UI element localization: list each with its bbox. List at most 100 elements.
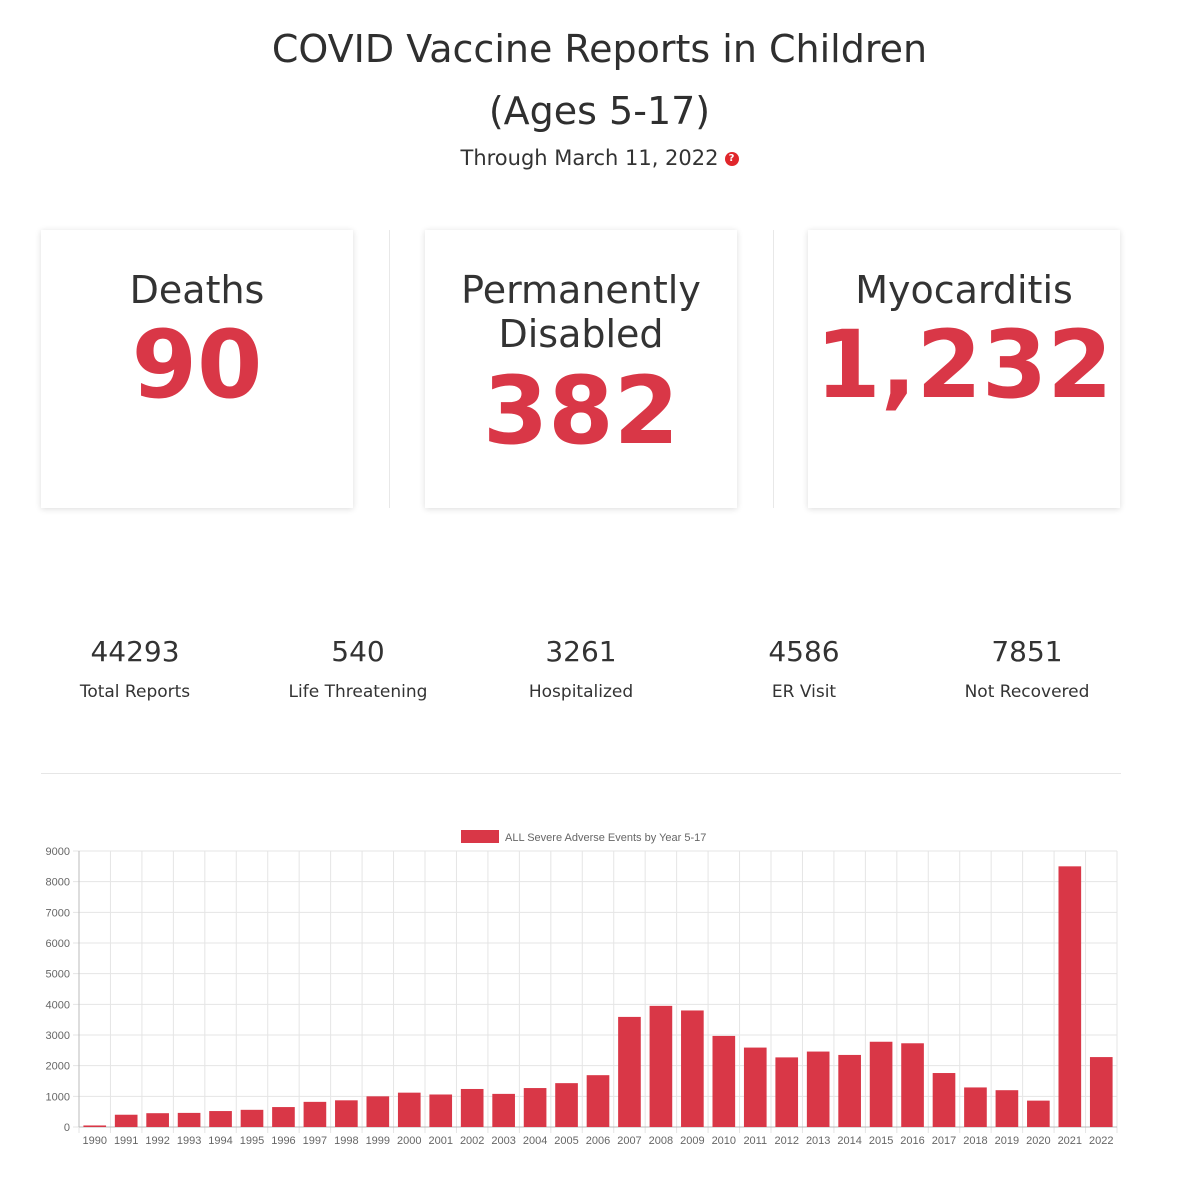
bar-1997	[303, 1101, 327, 1127]
card-label: Permanently	[461, 268, 701, 312]
y-tick-label: 6000	[46, 938, 70, 950]
bar-2019	[995, 1090, 1019, 1127]
card-value: 1,232	[815, 311, 1113, 420]
myocarditis-card: Myocarditis 1,232	[808, 230, 1120, 508]
disabled-card: Permanently Disabled 382	[425, 230, 737, 508]
x-tick-label: 2006	[586, 1135, 610, 1147]
stat-label: Total Reports	[79, 682, 191, 702]
x-tick-label: 2013	[806, 1135, 830, 1147]
x-tick-label: 1999	[366, 1135, 390, 1147]
x-tick-label: 2005	[554, 1135, 578, 1147]
card-label: Myocarditis	[855, 268, 1073, 312]
severe-events-bar-chart: 0 1000 2000 3000 4000 5000 6000 7000 8000 9000 199…	[46, 830, 1118, 1147]
bar-1998	[335, 1100, 358, 1127]
x-tick-label: 1995	[240, 1135, 264, 1147]
bar-1993	[177, 1112, 201, 1127]
bar-2008	[649, 1005, 673, 1127]
stat-label: Not Recovered	[964, 682, 1090, 702]
x-tick-label: 1992	[145, 1135, 169, 1147]
card-value: 382	[482, 357, 680, 466]
x-tick-label: 2019	[995, 1135, 1019, 1147]
x-tick-label: 2014	[837, 1135, 861, 1147]
y-tick-label: 0	[64, 1122, 70, 1134]
bar-2015	[869, 1041, 893, 1127]
bar-1992	[146, 1113, 169, 1127]
y-tick-label: 5000	[46, 969, 70, 981]
page-title: COVID Vaccine Reports in Children (Ages …	[0, 18, 1199, 142]
x-tick-label: 2018	[963, 1135, 987, 1147]
x-tick-label: 2004	[523, 1135, 547, 1147]
card-divider	[773, 230, 774, 508]
x-tick-label: 2021	[1058, 1135, 1082, 1147]
x-tick-label: 2002	[460, 1135, 484, 1147]
bar-2017	[932, 1073, 956, 1127]
bar-2020	[1027, 1100, 1050, 1127]
stat-value: 540	[331, 635, 385, 668]
x-tick-label: 2001	[428, 1135, 452, 1147]
x-tick-label: 1994	[208, 1135, 232, 1147]
bar-1990	[83, 1125, 107, 1127]
bar-2011	[743, 1047, 767, 1127]
x-tick-label: 2015	[869, 1135, 893, 1147]
bar-2003	[492, 1093, 515, 1127]
x-tick-label: 2016	[900, 1135, 924, 1147]
x-tick-label: 2011	[743, 1135, 767, 1147]
bar-1996	[272, 1107, 295, 1127]
bar-1994	[209, 1111, 232, 1127]
x-tick-label: 2010	[712, 1135, 736, 1147]
bar-2016	[901, 1043, 924, 1127]
x-tick-label: 2012	[774, 1135, 798, 1147]
card-label-line-2: Disabled	[498, 312, 664, 356]
stat-value: 4586	[768, 635, 840, 668]
bar-2021	[1058, 866, 1082, 1127]
help-icon[interactable]: ?	[724, 152, 739, 166]
bar-2001	[429, 1094, 453, 1127]
x-tick-label: 1991	[114, 1135, 138, 1147]
bar-1999	[366, 1096, 390, 1127]
y-tick-label: 8000	[46, 877, 70, 889]
bar-2012	[775, 1057, 799, 1127]
x-tick-label: 1997	[303, 1135, 327, 1147]
x-tick-label: 1998	[334, 1135, 358, 1147]
bar-2010	[712, 1035, 736, 1127]
y-tick-label: 9000	[46, 846, 70, 858]
bar-2013	[806, 1051, 830, 1127]
bar-2000	[397, 1092, 421, 1127]
stat-not-recovered: 7851 Not Recovered	[917, 634, 1137, 702]
x-tick-label: 2003	[491, 1135, 515, 1147]
bar-2005	[555, 1083, 578, 1127]
deaths-card: Deaths 90	[41, 230, 353, 508]
x-tick-label: 2017	[932, 1135, 956, 1147]
card-value: 90	[131, 311, 263, 420]
bar-2014	[838, 1054, 861, 1127]
x-tick-label: 2008	[649, 1135, 673, 1147]
card-label: Deaths	[129, 268, 265, 312]
bar-2006	[586, 1075, 610, 1127]
x-tick-label: 2009	[680, 1135, 704, 1147]
x-tick-label: 2000	[397, 1135, 421, 1147]
title-line-2: (Ages 5-17)	[488, 89, 711, 133]
y-tick-label: 1000	[46, 1091, 70, 1103]
stat-value: 3261	[545, 635, 617, 668]
date-subtitle: Through March 11, 2022?	[0, 146, 1199, 170]
x-tick-label: 2022	[1089, 1135, 1113, 1147]
bar-2007	[618, 1016, 641, 1127]
bar-2004	[523, 1088, 547, 1127]
stat-hospitalized: 3261 Hospitalized	[471, 634, 691, 702]
stat-value: 7851	[991, 635, 1063, 668]
bar-2022	[1089, 1057, 1113, 1127]
x-tick-label: 2020	[1026, 1135, 1050, 1147]
legend-swatch	[461, 830, 499, 843]
stat-total-reports: 44293 Total Reports	[25, 634, 245, 702]
bar-2009	[681, 1010, 704, 1127]
stat-label: Hospitalized	[528, 682, 634, 702]
stat-life-threatening: 540 Life Threatening	[248, 634, 468, 702]
x-tick-label: 1993	[177, 1135, 201, 1147]
subtitle-text: Through March 11, 2022	[460, 146, 719, 170]
x-tick-label: 1990	[82, 1135, 106, 1147]
x-tick-label: 2007	[617, 1135, 641, 1147]
bar-1995	[240, 1109, 264, 1127]
section-divider	[41, 773, 1121, 774]
bar-1991	[114, 1114, 138, 1127]
stat-value: 44293	[90, 635, 180, 668]
